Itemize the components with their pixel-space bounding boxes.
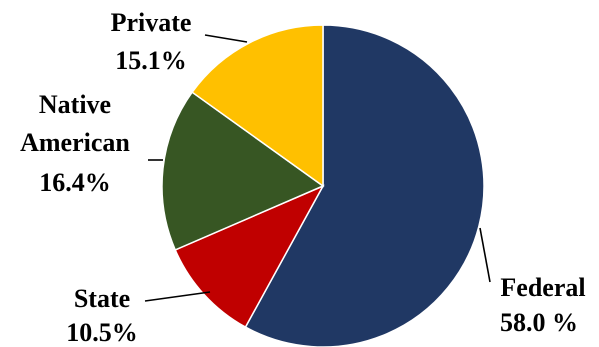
pie-slice-state	[174, 184, 325, 329]
label-federal-name: Federal	[500, 273, 585, 302]
label-state-value: 10.5%	[66, 318, 138, 347]
label-native-american-value: 16.4%	[39, 168, 111, 197]
pie-slices	[161, 24, 485, 347]
label-state-name: State	[74, 284, 130, 313]
label-private-name: Private	[111, 8, 192, 37]
pie-slice-native-american	[161, 91, 325, 251]
label-private-value: 15.1%	[115, 46, 187, 75]
leader-line-private	[204, 34, 248, 43]
label-native-american-line1: Native	[39, 90, 111, 119]
leader-line-state	[144, 291, 211, 302]
label-federal-value: 58.0 %	[500, 308, 578, 337]
label-native-american-line2: American	[20, 128, 130, 157]
leader-line-federal	[479, 227, 491, 283]
pie-slice-private	[191, 24, 324, 188]
